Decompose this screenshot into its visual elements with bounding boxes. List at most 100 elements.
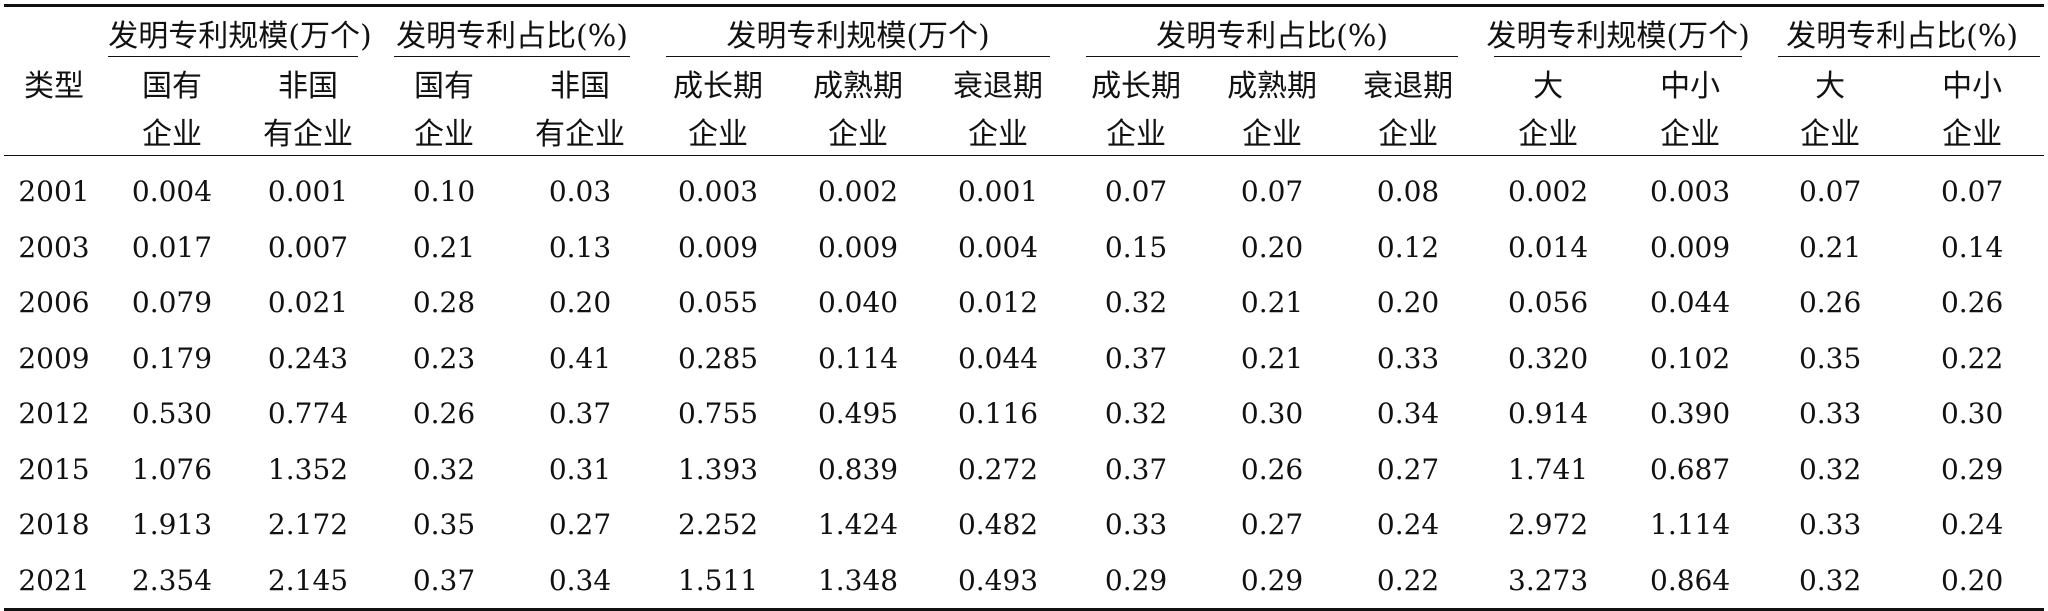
value-cell: 0.12 [1376, 230, 1440, 264]
year-cell: 2021 [4, 552, 104, 611]
value-cell: 0.002 [817, 175, 899, 209]
value-cell: 0.056 [1508, 286, 1589, 320]
value-cell: 0.21 [1798, 230, 1862, 264]
value-cell: 0.009 [1650, 230, 1731, 264]
group-header-label: 发明专利占比(%) [1786, 19, 2019, 54]
value-cell: 0.37 [1104, 341, 1168, 375]
subheader-top: 衰退期 [1363, 69, 1454, 104]
value-cell: 0.014 [1508, 230, 1589, 264]
group-header: 发明专利占比(%) [1068, 4, 1477, 59]
subheader-top: 非国 [278, 69, 338, 104]
value-cell: 0.755 [677, 397, 759, 431]
value-cell: 0.482 [957, 508, 1039, 542]
type-header-spacer [4, 107, 104, 156]
subheader-bottom: 企业 [1204, 107, 1341, 156]
value-cell: 0.30 [1240, 397, 1304, 431]
subheader-top: 成长期 [1091, 69, 1182, 104]
subheader-bottom: 企业 [1620, 107, 1761, 156]
value-cell: 0.272 [957, 452, 1039, 486]
value-cell: 0.116 [957, 397, 1039, 431]
subheader-bottom: 企业 [1900, 107, 2045, 156]
group-header: 发明专利规模(万个) [648, 4, 1069, 59]
value-cell: 0.22 [1940, 341, 2004, 375]
group-header: 发明专利占比(%) [376, 4, 649, 59]
value-cell: 0.687 [1650, 452, 1731, 486]
subheader-bottom: 企业 [1340, 107, 1477, 156]
value-cell: 0.27 [548, 508, 612, 542]
value-cell: 0.007 [267, 230, 349, 264]
value-cell: 0.35 [1798, 341, 1862, 375]
value-cell: 1.114 [1650, 508, 1731, 542]
group-header: 发明专利占比(%) [1760, 4, 2045, 59]
value-cell: 0.001 [267, 175, 349, 209]
value-cell: 0.390 [1650, 397, 1731, 431]
value-cell: 0.009 [817, 230, 899, 264]
value-cell: 0.021 [267, 286, 349, 320]
value-cell: 0.07 [1798, 175, 1862, 209]
value-cell: 0.495 [817, 397, 899, 431]
subheader-top: 非国 [550, 69, 611, 104]
value-cell: 1.393 [677, 452, 759, 486]
value-cell: 0.044 [1650, 286, 1731, 320]
value-cell: 0.003 [1650, 175, 1731, 209]
value-cell: 0.914 [1508, 397, 1589, 431]
table-row: 2001 0.004 0.001 0.10 0.03 0.003 0.002 0.001 0.0… [4, 156, 2044, 220]
year-cell: 2001 [18, 175, 90, 209]
value-cell: 0.864 [1620, 552, 1761, 611]
value-cell: 0.26 [1240, 452, 1304, 486]
value-cell: 1.348 [788, 552, 929, 611]
value-cell: 0.21 [412, 230, 476, 264]
subheader-bottom: 企业 [788, 107, 929, 156]
value-cell: 0.33 [1376, 341, 1440, 375]
value-cell: 0.774 [267, 397, 349, 431]
value-cell: 0.27 [1376, 452, 1440, 486]
header-corner [4, 4, 104, 59]
subheader-top: 衰退期 [953, 69, 1044, 104]
value-cell: 0.20 [1376, 286, 1440, 320]
value-cell: 2.145 [240, 552, 377, 611]
value-cell: 1.511 [648, 552, 789, 611]
value-cell: 0.017 [131, 230, 213, 264]
value-cell: 0.15 [1104, 230, 1168, 264]
subheader-bottom: 企业 [104, 107, 240, 156]
value-cell: 2.172 [267, 508, 349, 542]
value-cell: 0.08 [1376, 175, 1440, 209]
value-cell: 0.33 [1104, 508, 1168, 542]
subheader-top: 大 [1815, 69, 1846, 104]
value-cell: 0.102 [1650, 341, 1731, 375]
value-cell: 0.055 [677, 286, 759, 320]
value-cell: 0.24 [1940, 508, 2004, 542]
year-cell: 2006 [18, 286, 90, 320]
value-cell: 0.320 [1508, 341, 1589, 375]
table-row: 2009 0.179 0.243 0.23 0.41 0.285 0.114 0.044 0.3… [4, 331, 2044, 387]
value-cell: 0.20 [548, 286, 612, 320]
value-cell: 0.27 [1240, 508, 1304, 542]
value-cell: 0.37 [376, 552, 513, 611]
value-cell: 0.285 [677, 341, 759, 375]
value-cell: 0.32 [1760, 552, 1901, 611]
value-cell: 0.044 [957, 341, 1039, 375]
value-cell: 0.33 [1798, 397, 1862, 431]
value-cell: 0.24 [1376, 508, 1440, 542]
table-container: 发明专利规模(万个) 发明专利占比(%) 发明专利规模(万个) 发明专利占比(%… [0, 4, 2048, 611]
value-cell: 2.354 [104, 552, 240, 611]
value-cell: 0.114 [817, 341, 899, 375]
value-cell: 0.32 [1104, 286, 1168, 320]
value-cell: 0.32 [1798, 452, 1862, 486]
table-row: 2015 1.076 1.352 0.32 0.31 1.393 0.839 0.272 0.3… [4, 442, 2044, 498]
value-cell: 0.37 [1104, 452, 1168, 486]
value-cell: 0.001 [957, 175, 1039, 209]
table-row: 2021 2.354 2.145 0.37 0.34 1.511 1.348 0.493 0.2… [4, 552, 2045, 611]
table-body: 2001 0.004 0.001 0.10 0.03 0.003 0.002 0.001 0.0… [4, 156, 2045, 611]
value-cell: 0.29 [1068, 552, 1205, 611]
value-cell: 0.004 [131, 175, 213, 209]
year-cell: 2012 [18, 397, 90, 431]
subheader-bottom: 企业 [376, 107, 513, 156]
value-cell: 2.972 [1508, 508, 1589, 542]
value-cell: 0.20 [1240, 230, 1304, 264]
subheader-top: 成熟期 [1227, 69, 1318, 104]
group-header-label: 发明专利规模(万个) [108, 19, 372, 54]
group-header-label: 发明专利占比(%) [396, 19, 628, 54]
value-cell: 1.913 [131, 508, 213, 542]
value-cell: 0.493 [928, 552, 1069, 611]
